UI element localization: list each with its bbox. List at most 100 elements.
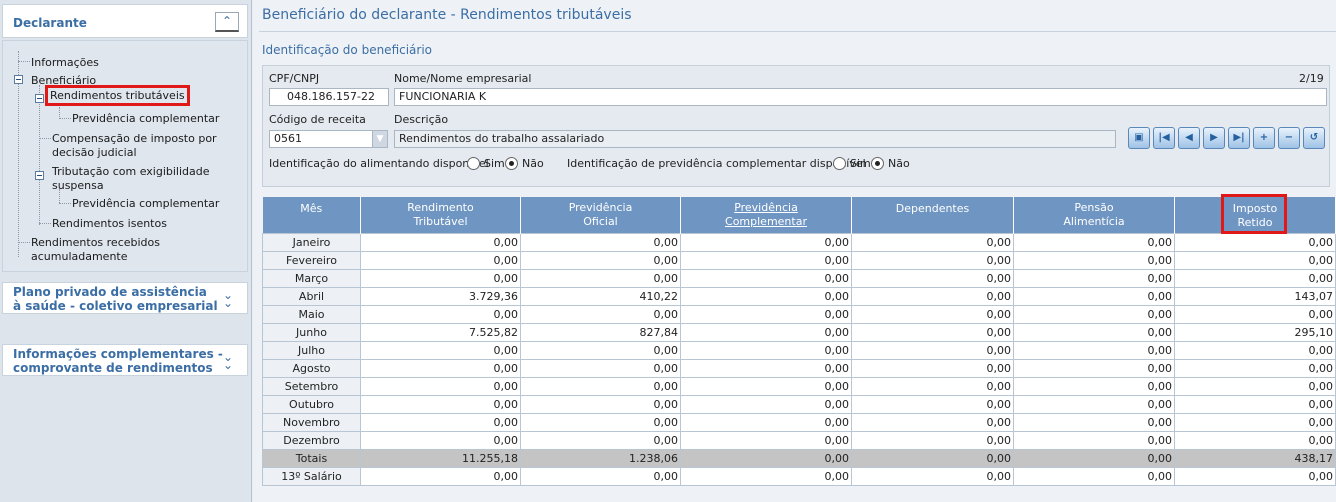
value-cell[interactable]: 0,00 [680,394,852,414]
chevron-down-icon[interactable]: ⌄ ⌄ [222,288,233,310]
value-cell[interactable]: 0,00 [680,466,852,486]
value-cell[interactable]: 0,00 [1174,304,1336,324]
value-cell[interactable]: 0,00 [680,286,852,306]
value-cell[interactable]: 0,00 [520,304,681,324]
value-cell[interactable]: 0,00 [1174,394,1336,414]
value-cell[interactable]: 0,00 [1013,232,1175,252]
value-cell[interactable]: 0,00 [680,412,852,432]
value-cell[interactable]: 0,00 [360,412,521,432]
last-record-icon[interactable]: ▶| [1228,127,1250,149]
value-cell[interactable]: 0,00 [360,250,521,270]
value-cell[interactable]: 0,00 [360,466,521,486]
value-cell[interactable]: 0,00 [680,340,852,360]
value-cell[interactable]: 0,00 [680,358,852,378]
tree-item-previdencia-complementar-2[interactable]: Previdência complementar [72,197,220,210]
value-cell[interactable]: 0,00 [1174,412,1336,432]
value-cell[interactable]: 0,00 [851,250,1014,270]
tree-item-rendimentos-tributaveis[interactable]: Rendimentos tributáveis [45,85,190,106]
info-panel-header[interactable]: Informações complementares - comprovante… [2,344,248,376]
value-cell[interactable]: 0,00 [851,376,1014,396]
tree-item-compensacao-l2[interactable]: decisão judicial [52,146,137,159]
value-cell[interactable]: 0,00 [851,394,1014,414]
copy-icon[interactable]: ▣ [1128,127,1150,149]
value-cell[interactable]: 0,00 [360,376,521,396]
value-cell[interactable]: 0,00 [360,430,521,450]
value-cell[interactable]: 0,00 [520,376,681,396]
tree-item-informacoes[interactable]: Informações [31,56,99,69]
chevron-down-icon[interactable]: ▼ [372,130,388,148]
value-cell[interactable]: 0,00 [520,466,681,486]
collapse-rendimentos-icon[interactable] [35,94,44,103]
previdencia-sim-radio[interactable] [833,157,846,170]
value-cell[interactable]: 0,00 [851,232,1014,252]
value-cell[interactable]: 0,00 [1174,340,1336,360]
codigo-receita-select[interactable]: 0561 [269,130,373,148]
value-cell[interactable]: 0,00 [1174,376,1336,396]
value-cell[interactable]: 0,00 [1174,250,1336,270]
value-cell[interactable]: 0,00 [520,412,681,432]
collapse-tributacao-icon[interactable] [35,171,44,180]
value-cell[interactable]: 0,00 [1013,268,1175,288]
value-cell[interactable]: 0,00 [1013,412,1175,432]
value-cell[interactable]: 0,00 [1013,394,1175,414]
value-cell[interactable]: 0,00 [360,304,521,324]
chevron-down-icon[interactable]: ⌄ ⌄ [222,350,233,372]
value-cell[interactable]: 0,00 [851,286,1014,306]
first-record-icon[interactable]: |◀ [1153,127,1175,149]
cpf-field[interactable]: 048.186.157-22 [269,88,389,106]
value-cell[interactable]: 0,00 [1013,358,1175,378]
add-record-icon[interactable]: + [1253,127,1275,149]
header-previdencia-complementar-link[interactable]: Previdência Complementar [680,197,852,233]
value-cell[interactable]: 0,00 [851,268,1014,288]
value-cell[interactable]: 0,00 [1013,304,1175,324]
value-cell[interactable]: 0,00 [680,322,852,342]
plano-panel-header[interactable]: Plano privado de assistência à saúde - c… [2,282,248,314]
tree-item-tributacao-l1[interactable]: Tributação com exigibilidade [52,165,210,178]
collapse-beneficiario-icon[interactable] [14,75,23,84]
tree-item-tributacao-l2[interactable]: suspensa [52,179,104,192]
tree-item-previdencia-complementar[interactable]: Previdência complementar [72,112,220,125]
value-cell[interactable]: 143,07 [1174,286,1336,306]
next-record-icon[interactable]: ▶ [1203,127,1225,149]
value-cell[interactable]: 0,00 [520,394,681,414]
value-cell[interactable]: 0,00 [520,268,681,288]
value-cell[interactable]: 827,84 [520,322,681,342]
value-cell[interactable]: 0,00 [520,340,681,360]
value-cell[interactable]: 0,00 [1013,466,1175,486]
value-cell[interactable]: 0,00 [680,376,852,396]
value-cell[interactable]: 0,00 [1174,358,1336,378]
value-cell[interactable]: 0,00 [1174,232,1336,252]
value-cell[interactable]: 0,00 [1013,250,1175,270]
collapse-up-icon[interactable]: ⌃ [215,12,239,32]
tree-item-rra-l1[interactable]: Rendimentos recebidos [31,236,160,249]
value-cell[interactable]: 3.729,36 [360,286,521,306]
alimentando-sim-radio[interactable] [467,157,480,170]
value-cell[interactable]: 0,00 [520,430,681,450]
value-cell[interactable]: 0,00 [360,268,521,288]
value-cell[interactable]: 410,22 [520,286,681,306]
value-cell[interactable]: 0,00 [851,304,1014,324]
tree-item-rendimentos-isentos[interactable]: Rendimentos isentos [52,217,167,230]
undo-icon[interactable]: ↺ [1303,127,1325,149]
value-cell[interactable]: 7.525,82 [360,322,521,342]
value-cell[interactable]: 0,00 [851,340,1014,360]
value-cell[interactable]: 0,00 [1013,322,1175,342]
tree-item-rra-l2[interactable]: acumuladamente [31,250,128,263]
value-cell[interactable]: 0,00 [520,232,681,252]
value-cell[interactable]: 295,10 [1174,322,1336,342]
value-cell[interactable]: 0,00 [851,412,1014,432]
value-cell[interactable]: 0,00 [360,358,521,378]
value-cell[interactable]: 0,00 [1013,340,1175,360]
alimentando-nao-radio[interactable] [505,157,518,170]
previdencia-nao-radio[interactable] [871,157,884,170]
value-cell[interactable]: 0,00 [680,304,852,324]
value-cell[interactable]: 0,00 [851,358,1014,378]
value-cell[interactable]: 0,00 [851,430,1014,450]
value-cell[interactable]: 0,00 [520,250,681,270]
value-cell[interactable]: 0,00 [1174,466,1336,486]
value-cell[interactable]: 0,00 [851,322,1014,342]
value-cell[interactable]: 0,00 [680,430,852,450]
tree-item-beneficiario[interactable]: Beneficiário [31,74,97,87]
value-cell[interactable]: 0,00 [360,340,521,360]
tree-item-compensacao-l1[interactable]: Compensação de imposto por [52,132,217,145]
